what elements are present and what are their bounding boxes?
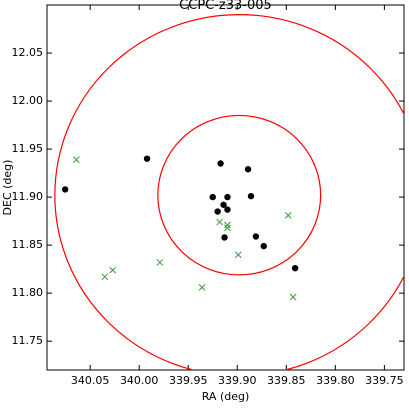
y-tick-label: 11.95 bbox=[12, 142, 44, 155]
x-tick-label: 340.05 bbox=[71, 374, 110, 387]
x-tick-label: 339.95 bbox=[169, 374, 208, 387]
x-tick-label: 340.00 bbox=[120, 374, 159, 387]
point bbox=[216, 218, 223, 226]
point bbox=[247, 192, 255, 200]
point bbox=[73, 156, 80, 163]
x-tick-label: 339.80 bbox=[316, 374, 355, 387]
point bbox=[244, 166, 252, 173]
y-tick-label: 12.05 bbox=[12, 46, 44, 59]
y-axis-label: DEC (deg) bbox=[1, 160, 14, 216]
plot-area bbox=[54, 14, 404, 370]
point bbox=[224, 221, 231, 229]
y-tick-label: 11.85 bbox=[12, 238, 44, 251]
point bbox=[209, 193, 216, 201]
point bbox=[221, 234, 228, 241]
x-tick-label: 339.75 bbox=[365, 374, 404, 387]
point bbox=[260, 242, 267, 250]
y-tick-label: 11.90 bbox=[12, 190, 44, 203]
point bbox=[224, 224, 231, 232]
point bbox=[291, 264, 299, 272]
y-tick-label: 11.80 bbox=[12, 286, 44, 299]
circle bbox=[54, 14, 404, 370]
y-tick-label: 12.00 bbox=[12, 94, 44, 107]
point bbox=[220, 201, 227, 208]
point bbox=[234, 251, 242, 259]
x-tick-label: 339.90 bbox=[218, 374, 257, 387]
plot-frame bbox=[46, 4, 405, 371]
y-tick-label: 11.75 bbox=[12, 334, 44, 347]
point bbox=[198, 284, 206, 291]
x-tick-label: 339.85 bbox=[267, 374, 306, 387]
point bbox=[156, 259, 164, 266]
point bbox=[252, 233, 260, 240]
point bbox=[289, 293, 297, 301]
point bbox=[109, 266, 117, 274]
point bbox=[61, 186, 69, 193]
point bbox=[224, 206, 231, 213]
chart-title: CCPC-z33-005 bbox=[179, 0, 272, 13]
point bbox=[284, 212, 292, 219]
point bbox=[217, 160, 224, 167]
point bbox=[143, 155, 151, 162]
point bbox=[101, 273, 109, 281]
point bbox=[214, 208, 221, 215]
point bbox=[224, 193, 231, 201]
circle bbox=[157, 114, 322, 276]
x-axis-label: RA (deg) bbox=[202, 390, 250, 403]
